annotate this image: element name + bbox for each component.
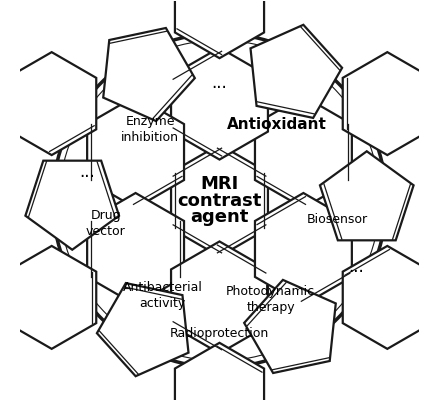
- Text: contrast: contrast: [177, 192, 261, 209]
- Polygon shape: [7, 52, 96, 155]
- Polygon shape: [342, 52, 431, 155]
- Polygon shape: [103, 28, 194, 121]
- Polygon shape: [319, 151, 413, 240]
- Polygon shape: [97, 283, 188, 376]
- Text: ...: ...: [79, 163, 95, 181]
- Polygon shape: [342, 246, 431, 349]
- Polygon shape: [171, 241, 267, 353]
- Polygon shape: [174, 343, 264, 401]
- Text: Photodynamic
therapy: Photodynamic therapy: [226, 285, 314, 314]
- Text: ...: ...: [347, 258, 363, 276]
- Text: Enzyme
inhibition: Enzyme inhibition: [121, 115, 179, 144]
- Polygon shape: [87, 96, 184, 208]
- Polygon shape: [171, 144, 267, 257]
- Polygon shape: [25, 161, 119, 250]
- Text: ...: ...: [211, 74, 227, 92]
- Polygon shape: [250, 25, 341, 118]
- Polygon shape: [254, 193, 351, 305]
- Polygon shape: [87, 193, 184, 305]
- Polygon shape: [171, 48, 267, 160]
- Polygon shape: [254, 96, 351, 208]
- Text: Biosensor: Biosensor: [306, 213, 367, 226]
- Text: agent: agent: [190, 208, 248, 226]
- Text: Antibacterial
activity: Antibacterial activity: [122, 281, 202, 310]
- Polygon shape: [174, 0, 264, 58]
- Text: MRI: MRI: [200, 175, 238, 193]
- Text: Radioprotection: Radioprotection: [170, 327, 268, 340]
- Text: Antioxidant: Antioxidant: [226, 117, 325, 132]
- Text: Drug
vector: Drug vector: [86, 209, 125, 238]
- Polygon shape: [7, 246, 96, 349]
- Polygon shape: [244, 280, 335, 373]
- Circle shape: [53, 34, 385, 367]
